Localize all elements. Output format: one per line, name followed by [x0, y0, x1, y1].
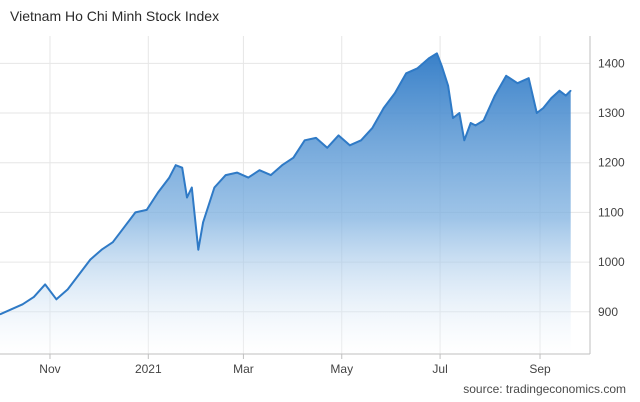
- data-point: [224, 174, 227, 176]
- x-tick-label: Sep: [529, 362, 551, 376]
- data-point: [447, 84, 449, 87]
- data-point: [89, 258, 92, 261]
- data-point: [21, 303, 24, 306]
- x-tick-label: 2021: [135, 362, 162, 376]
- data-point: [202, 221, 204, 224]
- y-tick-label: 1100: [598, 205, 624, 219]
- data-point: [100, 248, 103, 251]
- data-point: [134, 211, 137, 214]
- data-point: [145, 209, 148, 211]
- data-point: [565, 94, 567, 97]
- chart-title: Vietnam Ho Chi Minh Stock Index: [10, 8, 220, 24]
- data-point: [157, 191, 159, 194]
- data-point: [0, 313, 1, 316]
- tick-labels: 900 1000 1100 1200 1300 1400 Nov 2021 Mar May Jul S…: [39, 56, 625, 376]
- data-point: [371, 127, 374, 129]
- data-point: [474, 124, 477, 127]
- data-point: [10, 308, 13, 311]
- y-tick-label: 1000: [598, 255, 625, 269]
- data-point: [258, 169, 261, 171]
- data-point: [494, 94, 496, 97]
- data-point: [436, 52, 438, 55]
- data-point: [382, 107, 385, 109]
- data-point: [326, 146, 329, 149]
- axes: [0, 36, 591, 359]
- data-point: [247, 176, 250, 179]
- data-point: [174, 164, 177, 166]
- data-point: [542, 107, 545, 109]
- data-point: [427, 57, 430, 60]
- data-point: [236, 171, 238, 174]
- data-point: [337, 134, 340, 137]
- y-tick-label: 900: [598, 305, 618, 319]
- data-point: [112, 241, 114, 244]
- data-point: [33, 296, 35, 298]
- data-point: [44, 283, 46, 286]
- data-point: [168, 176, 171, 179]
- data-point: [469, 122, 472, 124]
- data-point: [213, 186, 216, 189]
- data-point: [360, 139, 362, 142]
- data-point: [516, 82, 519, 85]
- data-point: [315, 137, 317, 139]
- data-point: [463, 139, 466, 142]
- y-tick-label: 1300: [598, 106, 625, 120]
- data-point: [482, 119, 485, 122]
- x-tick-label: Nov: [39, 362, 60, 376]
- data-point: [416, 67, 419, 70]
- series-area-layer: [0, 52, 572, 355]
- data-point: [569, 89, 572, 92]
- data-point: [458, 112, 461, 114]
- data-point: [505, 74, 507, 77]
- data-point: [440, 65, 443, 67]
- data-point: [78, 273, 80, 276]
- data-point: [303, 139, 306, 142]
- series-area-fill: [0, 53, 571, 355]
- data-point: [452, 117, 454, 119]
- y-tick-label: 1400: [598, 56, 625, 70]
- data-point: [270, 174, 272, 176]
- data-point: [536, 112, 538, 114]
- data-point: [292, 156, 295, 159]
- data-point: [349, 144, 351, 147]
- y-tick-label: 1200: [598, 156, 625, 170]
- data-point: [66, 288, 69, 291]
- data-point: [55, 298, 58, 301]
- data-point: [181, 166, 183, 169]
- data-point: [123, 226, 125, 229]
- data-point: [405, 72, 408, 75]
- x-tick-label: Jul: [432, 362, 447, 376]
- data-point: [558, 89, 561, 92]
- source-note: source: tradingeconomics.com: [463, 382, 626, 396]
- data-point: [197, 248, 200, 251]
- data-point: [191, 186, 193, 189]
- data-point: [394, 92, 396, 94]
- x-tick-label: May: [330, 362, 353, 376]
- data-point: [527, 77, 530, 80]
- data-point: [281, 164, 283, 166]
- data-point: [550, 97, 553, 99]
- x-tick-label: Mar: [233, 362, 254, 376]
- data-point: [186, 196, 188, 199]
